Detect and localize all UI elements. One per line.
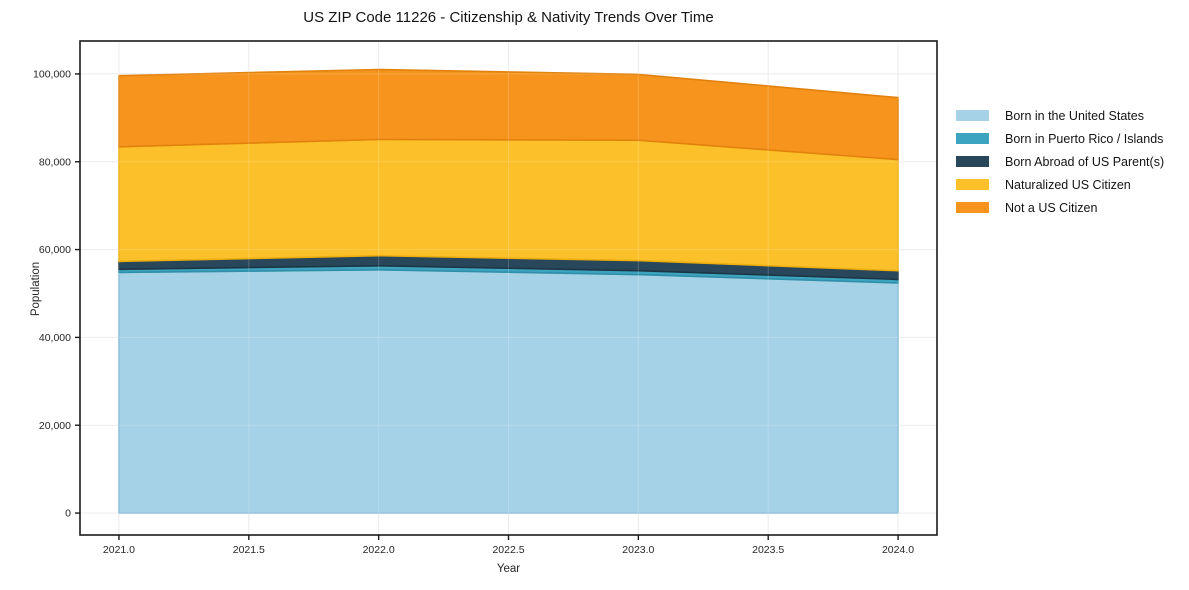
x-tick-label: 2024.0 <box>882 544 914 556</box>
y-tick-label: 80,000 <box>39 156 71 168</box>
legend-label: Born Abroad of US Parent(s) <box>1005 154 1165 169</box>
x-tick-label: 2023.5 <box>752 544 784 556</box>
legend-swatch-icon <box>956 179 989 190</box>
legend-label: Naturalized US Citizen <box>1005 177 1131 192</box>
y-tick-label: 20,000 <box>39 420 71 432</box>
x-tick-label: 2021.0 <box>103 544 135 556</box>
legend-item-naturalized: Naturalized US Citizen <box>956 173 1164 196</box>
legend-item-not-citizen: Not a US Citizen <box>956 196 1164 219</box>
legend-item-born-abroad: Born Abroad of US Parent(s) <box>956 150 1164 173</box>
legend-label: Born in the United States <box>1005 108 1144 123</box>
y-tick-label: 100,000 <box>33 69 71 81</box>
x-tick-label: 2022.5 <box>492 544 524 556</box>
chart-title: US ZIP Code 11226 - Citizenship & Nativi… <box>303 9 714 26</box>
x-tick-label: 2023.0 <box>622 544 654 556</box>
legend-swatch-icon <box>956 133 989 144</box>
y-axis-label: Population <box>30 261 42 317</box>
y-tick-label: 40,000 <box>39 332 71 344</box>
area-series-not-a-us-citizen <box>118 68 899 161</box>
x-tick-label: 2021.5 <box>233 544 265 556</box>
legend-swatch-icon <box>956 202 989 213</box>
legend-swatch-icon <box>956 156 989 167</box>
x-axis-label: Year <box>496 563 521 575</box>
legend-label: Not a US Citizen <box>1005 200 1098 215</box>
legend: Born in the United States Born in Puerto… <box>956 104 1164 219</box>
legend-label: Born in Puerto Rico / Islands <box>1005 131 1164 146</box>
y-tick-label: 60,000 <box>39 244 71 256</box>
y-tick-label: 0 <box>65 508 71 520</box>
x-tick-label: 2022.0 <box>363 544 395 556</box>
axis-ticks: 0 20,000 40,000 60,000 80,000 100,000 2021.0 20… <box>33 69 914 556</box>
legend-item-born-in-us: Born in the United States <box>956 104 1164 127</box>
legend-item-born-puerto-rico: Born in Puerto Rico / Islands <box>956 127 1164 150</box>
legend-swatch-icon <box>956 110 989 121</box>
